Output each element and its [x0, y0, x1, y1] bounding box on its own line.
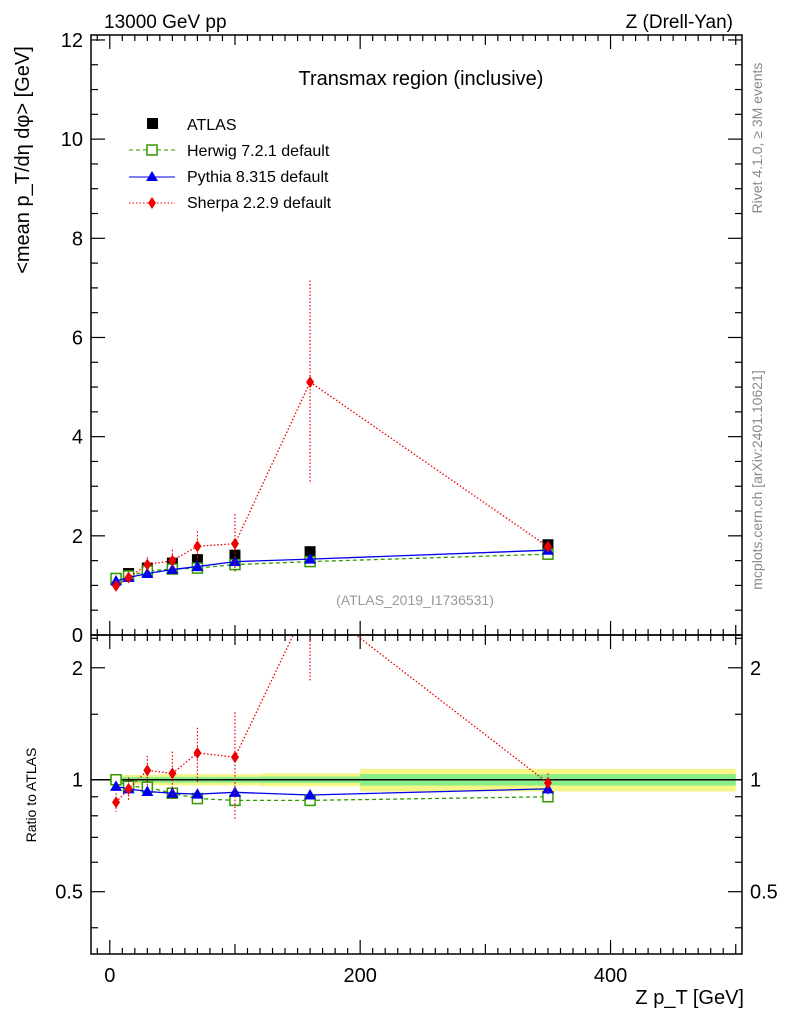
pythia-point	[191, 560, 204, 572]
pythia-point	[166, 787, 179, 798]
ratio-ytick-label-left: 2	[72, 658, 83, 680]
sherpa-point	[543, 777, 552, 790]
pythia-point	[141, 567, 154, 579]
sherpa-point	[124, 782, 133, 795]
process-label: Z (Drell-Yan)	[626, 12, 733, 33]
sherpa-point	[143, 558, 152, 571]
legend-marker-herwig	[146, 144, 158, 156]
x-axis-label: Z p_T [GeV]	[635, 987, 744, 1009]
atlas-point	[229, 549, 241, 561]
atlas-point	[304, 546, 316, 558]
sherpa-point	[168, 554, 177, 567]
ratio-frame	[90, 634, 743, 955]
sherpa-point	[193, 747, 202, 760]
plot-title: Transmax region (inclusive)	[299, 68, 544, 90]
sherpa-line	[115, 381, 549, 587]
energy-label: 13000 GeV pp	[104, 12, 227, 33]
ratio-ytick-label-right: 0.5	[750, 882, 778, 904]
main-series	[110, 280, 554, 592]
sherpa-point	[193, 540, 202, 553]
sherpa-point	[306, 594, 314, 606]
main-ytick-label: 12	[61, 30, 83, 52]
sherpa-point	[124, 571, 133, 584]
mcplots-label: mcplots.cern.ch [arXiv:2401.10621]	[749, 370, 765, 589]
ratio-ytick-label-right: 1	[750, 770, 761, 792]
main-ytick-label: 0	[72, 625, 83, 647]
x-tick-label: 0	[104, 965, 115, 987]
main-ytick-label: 4	[72, 427, 83, 449]
ratio-ytick-label-left: 1	[72, 770, 83, 792]
pythia-point	[228, 786, 241, 797]
pythia-point	[110, 780, 123, 791]
sherpa-point	[230, 537, 239, 550]
ratio-ylabel: Ratio to ATLAS	[23, 748, 39, 843]
legend-marker-sherpa	[148, 197, 156, 209]
pythia-point	[166, 563, 179, 575]
sherpa-point	[112, 796, 121, 809]
legend-marker-atlas	[147, 118, 158, 129]
sherpa-point	[168, 767, 177, 780]
legend-label-pythia: Pythia 8.315 default	[187, 169, 329, 186]
legend-label-sherpa: Sherpa 2.2.9 default	[187, 195, 332, 212]
sherpa-point	[143, 764, 152, 777]
ratio-series	[110, 594, 554, 820]
pythia-point	[191, 788, 204, 799]
ratio-ytick-label-right: 2	[750, 658, 761, 680]
legend-label-herwig: Herwig 7.2.1 default	[187, 143, 330, 160]
legend: ATLAS Herwig 7.2.1 default Pythia 8.315 …	[129, 117, 332, 212]
sherpa-point	[543, 540, 552, 553]
main-ytick-label: 10	[61, 129, 83, 151]
sherpa-point	[112, 579, 121, 592]
ratio-ytick-label-left: 0.5	[55, 882, 83, 904]
pythia-line	[115, 549, 548, 582]
sherpa-point	[306, 376, 315, 389]
x-tick-label: 200	[343, 965, 376, 987]
main-ylabel: <mean p_T/dη dφ> [GeV]	[12, 46, 34, 274]
rivet-version-label: Rivet 4.1.0, ≥ 3M events	[749, 63, 765, 214]
main-ytick-label: 8	[72, 228, 83, 250]
analysis-id: (ATLAS_2019_I1736531)	[336, 592, 494, 608]
pythia-point	[141, 785, 154, 796]
pythia-point	[304, 788, 317, 800]
pythia-point	[304, 553, 317, 564]
sherpa-point	[230, 751, 239, 764]
main-ytick-label: 6	[72, 327, 83, 349]
legend-label-atlas: ATLAS	[187, 117, 237, 134]
x-tick-label: 400	[594, 965, 627, 987]
legend-marker-pythia	[146, 171, 158, 181]
main-ytick-label: 2	[72, 526, 83, 548]
